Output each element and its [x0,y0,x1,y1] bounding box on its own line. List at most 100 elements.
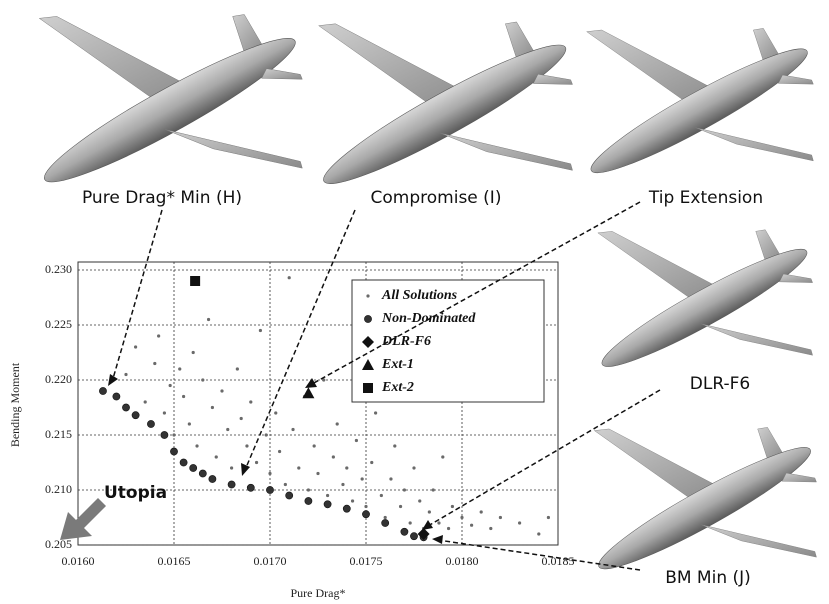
point [498,515,502,520]
point [170,447,178,456]
point [172,433,176,437]
aircraft [33,13,306,193]
point [410,532,418,541]
point [153,361,157,366]
point [287,276,291,280]
y-tick-label: 0.220 [45,372,72,386]
legend-label: DLR-F6 [381,334,431,349]
annotation: Utopia [104,483,167,503]
aircraft [313,21,576,195]
point [191,350,195,355]
annotation-arrows [60,201,661,571]
point [331,455,335,459]
point [134,345,138,349]
point [258,328,262,333]
aircraft [589,426,820,580]
legend-marker [362,336,374,348]
point [431,488,435,492]
point [220,389,224,393]
arrowhead [432,535,443,544]
point [283,482,287,487]
point [264,433,268,437]
point [312,444,316,448]
arrow [311,201,641,385]
point [427,510,431,514]
point [306,488,310,492]
legend-marker [362,359,374,370]
arrow [111,209,163,383]
point [268,471,272,476]
point [326,493,330,498]
point [316,471,320,476]
point [235,367,239,371]
y-tick-label: 0.225 [45,317,72,331]
point [179,458,188,467]
point [370,460,374,465]
point [489,526,493,531]
point [383,515,387,520]
point [302,387,315,399]
arrowhead [241,463,250,476]
point [546,515,551,520]
point [381,519,390,527]
y-tick-label: 0.230 [45,262,72,276]
point [162,411,166,415]
point [323,500,332,509]
point [143,400,147,404]
point [479,510,483,514]
y-tick-label: 0.215 [45,427,72,441]
legend-label: Ext-1 [381,357,414,372]
point [379,493,383,498]
point [239,416,243,421]
point [122,403,130,412]
point [245,444,249,448]
point [402,488,406,492]
legend-marker [364,315,372,323]
arrow [427,389,661,527]
x-tick-label: 0.0160 [62,554,95,568]
point [178,367,182,371]
point [418,499,422,503]
point [446,526,451,531]
point [99,387,107,395]
point [389,477,393,481]
point [195,444,199,448]
point [408,521,412,525]
point [124,372,128,377]
arrow [244,209,356,471]
point [437,521,441,525]
point [157,334,161,338]
point [398,504,403,509]
point [208,475,217,483]
x-axis-title: Pure Drag* [291,586,346,600]
point [322,378,326,382]
arrowhead [422,520,433,530]
point [304,497,313,505]
point [249,400,253,404]
legend-label: Ext-2 [381,380,414,395]
point [341,482,345,487]
x-tick-label: 0.0170 [254,554,287,568]
annotation: Tip Extension [648,188,763,208]
point [278,449,282,454]
point [350,499,355,503]
legend-marker [366,294,370,298]
point [190,276,201,286]
point [354,438,358,443]
utopia-arrow [60,498,106,540]
arrowhead [108,374,118,386]
point [201,378,205,382]
y-tick-label: 0.205 [45,537,72,551]
point [266,486,274,494]
point [131,411,140,420]
point [147,420,155,428]
point [168,383,172,388]
point [400,527,409,536]
legend-box [351,279,545,403]
point [214,455,218,459]
point [189,464,198,472]
point [297,466,301,470]
y-tick-label: 0.210 [45,482,72,496]
annotation: BM Min (J) [665,568,751,588]
